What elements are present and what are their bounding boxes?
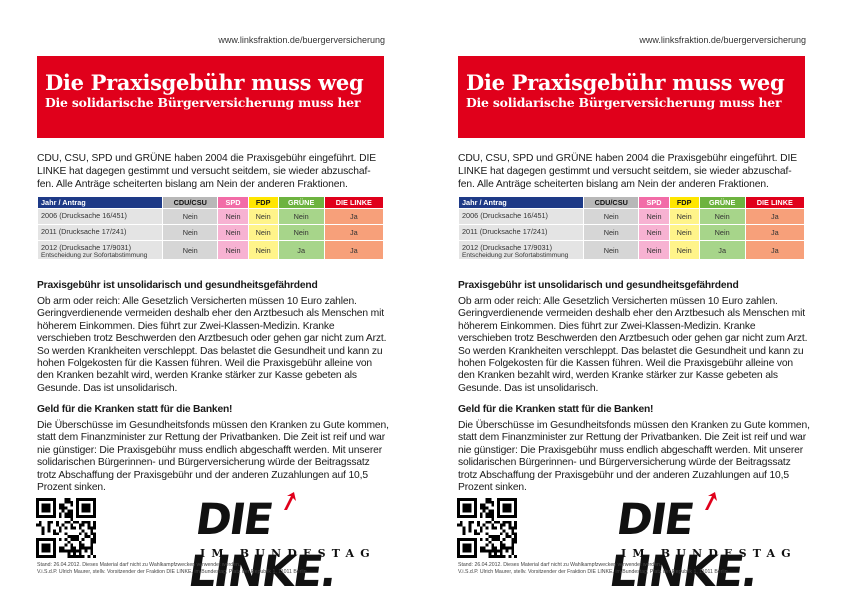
header-gruene: GRÜNE	[699, 197, 745, 208]
website-url[interactable]: www.linksfraktion.de/buergerversicherung	[218, 35, 385, 45]
vote-cell: Ja	[324, 209, 383, 224]
vote-cell: Ja	[745, 209, 804, 224]
vote-cell: Nein	[669, 241, 699, 259]
table-header-row: Jahr / Antrag CDU/CSU SPD FDP GRÜNE DIE …	[38, 197, 383, 208]
footer-line-1: Stand: 26.04.2012. Dieses Material darf …	[37, 562, 241, 568]
vote-cell: Ja	[745, 241, 804, 259]
logo-subtitle: IM BUNDESTAG	[200, 547, 376, 560]
row-label: 2012 (Drucksache 17/9031) Entscheidung zu…	[459, 241, 583, 259]
vote-cell: Nein	[163, 225, 218, 240]
row-label-text: 2012 (Drucksache 17/9031)	[462, 243, 553, 252]
header-linke: DIE LINKE	[324, 197, 383, 208]
table-row: 2012 (Drucksache 17/9031) Entscheidung zu…	[459, 241, 804, 259]
vote-cell: Ja	[745, 225, 804, 240]
qr-code-icon[interactable]	[36, 498, 96, 558]
vote-cell: Nein	[699, 209, 745, 224]
vote-cell: Nein	[248, 209, 278, 224]
vote-cell: Nein	[218, 225, 248, 240]
footer-imprint: Stand: 26.04.2012. Dieses Material darf …	[458, 562, 808, 576]
table-row: 2011 (Drucksache 17/241) Nein Nein Nein …	[38, 225, 383, 240]
vote-cell: Ja	[324, 225, 383, 240]
vote-cell: Nein	[669, 209, 699, 224]
section1-heading: Praxisgebühr ist unsolidarisch und gesun…	[37, 280, 318, 291]
footer-line-2: V.i.S.d.P. Ulrich Maurer, stellv. Vorsit…	[458, 569, 728, 575]
vote-cell: Nein	[584, 225, 639, 240]
header-fdp: FDP	[248, 197, 278, 208]
header-gruene: GRÜNE	[278, 197, 324, 208]
vote-cell: Nein	[639, 241, 669, 259]
vote-cell: Ja	[278, 241, 324, 259]
title-banner: Die Praxisgebühr muss weg Die solidarisc…	[458, 56, 805, 138]
banner-subtitle: Die solidarische Bürgerversicherung muss…	[466, 95, 782, 110]
intro-text: CDU, CSU, SPD und GRÜNE haben 2004 die P…	[37, 153, 376, 191]
vote-cell: Nein	[218, 209, 248, 224]
vote-cell: Nein	[248, 225, 278, 240]
table-row: 2006 (Drucksache 16/451) Nein Nein Nein …	[459, 209, 804, 224]
footer-line-2: V.i.S.d.P. Ulrich Maurer, stellv. Vorsit…	[37, 569, 307, 575]
logo-arrow-icon	[284, 492, 296, 510]
table-row: 2011 (Drucksache 17/241) Nein Nein Nein …	[459, 225, 804, 240]
header-cdu: CDU/CSU	[163, 197, 218, 208]
header-cdu: CDU/CSU	[584, 197, 639, 208]
vote-cell: Ja	[324, 241, 383, 259]
flyer-right: www.linksfraktion.de/buergerversicherung…	[421, 0, 842, 597]
vote-cell: Nein	[699, 225, 745, 240]
vote-cell: Nein	[584, 209, 639, 224]
vote-cell: Nein	[278, 225, 324, 240]
section2-heading: Geld für die Kranken statt für die Banke…	[458, 404, 654, 415]
row-label-text: 2011 (Drucksache 17/241)	[462, 227, 548, 236]
section1-text: Ob arm oder reich: Alle Gesetzlich Versi…	[37, 296, 387, 394]
logo-subtitle: IM BUNDESTAG	[621, 547, 797, 560]
header-spd: SPD	[218, 197, 248, 208]
section2-text: Die Überschüsse im Gesundheitsfonds müss…	[37, 420, 389, 494]
section1-heading: Praxisgebühr ist unsolidarisch und gesun…	[458, 280, 739, 291]
row-label-text: 2012 (Drucksache 17/9031)	[41, 243, 132, 252]
section1-text: Ob arm oder reich: Alle Gesetzlich Versi…	[458, 296, 808, 394]
vote-cell: Nein	[584, 241, 639, 259]
vote-cell: Nein	[163, 241, 218, 259]
row-sublabel: Entscheidung zur Sofortabstimmung	[462, 252, 569, 259]
vote-cell: Nein	[669, 225, 699, 240]
header-year: Jahr / Antrag	[459, 197, 583, 208]
header-linke: DIE LINKE	[745, 197, 804, 208]
logo-arrow-icon	[705, 492, 717, 510]
row-label: 2012 (Drucksache 17/9031) Entscheidung zu…	[38, 241, 162, 259]
vote-cell: Nein	[278, 209, 324, 224]
table-header-row: Jahr / Antrag CDU/CSU SPD FDP GRÜNE DIE …	[459, 197, 804, 208]
row-label: 2011 (Drucksache 17/241)	[459, 225, 583, 240]
vote-cell: Nein	[639, 209, 669, 224]
row-label-text: 2006 (Drucksache 16/451)	[41, 211, 127, 220]
table-row: 2006 (Drucksache 16/451) Nein Nein Nein …	[38, 209, 383, 224]
footer-line-1: Stand: 26.04.2012. Dieses Material darf …	[458, 562, 662, 568]
vote-cell: Ja	[699, 241, 745, 259]
intro-text: CDU, CSU, SPD und GRÜNE haben 2004 die P…	[458, 153, 797, 191]
footer-imprint: Stand: 26.04.2012. Dieses Material darf …	[37, 562, 387, 576]
table-row: 2012 (Drucksache 17/9031) Entscheidung zu…	[38, 241, 383, 259]
row-sublabel: Entscheidung zur Sofortabstimmung	[41, 252, 148, 259]
section2-heading: Geld für die Kranken statt für die Banke…	[37, 404, 233, 415]
qr-code-icon[interactable]	[457, 498, 517, 558]
row-label-text: 2006 (Drucksache 16/451)	[462, 211, 548, 220]
vote-cell: Nein	[639, 225, 669, 240]
vote-cell: Nein	[163, 209, 218, 224]
row-label-text: 2011 (Drucksache 17/241)	[41, 227, 127, 236]
banner-title: Die Praxisgebühr muss weg	[466, 70, 785, 95]
banner-subtitle: Die solidarische Bürgerversicherung muss…	[45, 95, 361, 110]
title-banner: Die Praxisgebühr muss weg Die solidarisc…	[37, 56, 384, 138]
vote-cell: Nein	[218, 241, 248, 259]
row-label: 2006 (Drucksache 16/451)	[38, 209, 162, 224]
header-fdp: FDP	[669, 197, 699, 208]
banner-title: Die Praxisgebühr muss weg	[45, 70, 364, 95]
header-year: Jahr / Antrag	[38, 197, 162, 208]
votes-table: Jahr / Antrag CDU/CSU SPD FDP GRÜNE DIE …	[458, 196, 805, 260]
votes-table: Jahr / Antrag CDU/CSU SPD FDP GRÜNE DIE …	[37, 196, 384, 260]
vote-cell: Nein	[248, 241, 278, 259]
section2-text: Die Überschüsse im Gesundheitsfonds müss…	[458, 420, 810, 494]
flyer-left: www.linksfraktion.de/buergerversicherung…	[0, 0, 421, 597]
header-spd: SPD	[639, 197, 669, 208]
row-label: 2006 (Drucksache 16/451)	[459, 209, 583, 224]
website-url[interactable]: www.linksfraktion.de/buergerversicherung	[639, 35, 806, 45]
row-label: 2011 (Drucksache 17/241)	[38, 225, 162, 240]
